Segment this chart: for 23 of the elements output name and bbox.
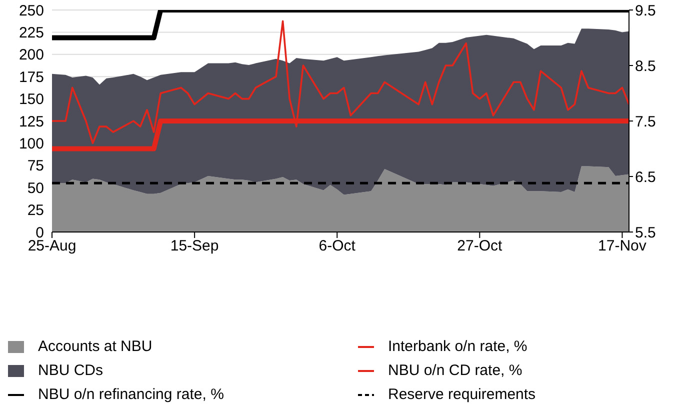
x-tick-label: 15-Sep: [170, 238, 219, 255]
y2-tick-label: 8.5: [635, 58, 656, 75]
y2-tick-label: 7.5: [635, 113, 656, 130]
legend-label: Reserve requirements: [388, 386, 536, 403]
y-tick-label: 75: [27, 158, 44, 175]
y-tick-label: 25: [27, 202, 44, 220]
x-tick-label: 27-Oct: [457, 238, 503, 255]
x-tick-label: 6-Oct: [318, 238, 356, 255]
legend-label: NBU o/n refinancing rate, %: [38, 386, 224, 403]
y-tick-label: 175: [18, 68, 44, 86]
y-tick-label: 225: [18, 24, 44, 42]
y2-tick-label: 6.5: [635, 168, 656, 186]
legend-label: Interbank o/n rate, %: [388, 338, 528, 355]
legend-label: Accounts at NBU: [38, 338, 152, 355]
y-tick-label: 200: [18, 46, 44, 64]
legend-label: NBU CDs: [38, 362, 104, 379]
y-tick-label: 150: [18, 91, 44, 108]
legend-label: NBU o/n CD rate, %: [388, 362, 522, 379]
y2-tick-label: 9.5: [635, 2, 656, 20]
y-tick-label: 50: [27, 180, 44, 197]
y-tick-label: 250: [18, 2, 44, 20]
y-tick-label: 100: [18, 136, 44, 153]
y-tick-label: 125: [18, 113, 44, 130]
